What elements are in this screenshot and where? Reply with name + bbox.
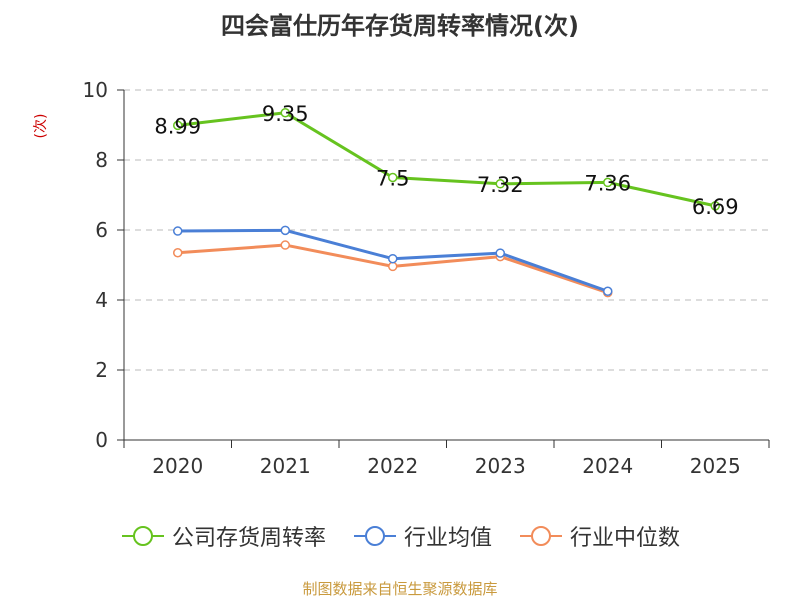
legend-item-industry-median[interactable]: 行业中位数 [518,520,680,552]
legend-item-company[interactable]: 公司存货周转率 [120,520,326,552]
series-1-point-2021 [280,225,290,236]
x-tick-label-2021: 2021 [260,454,311,478]
data-label-2025: 6.69 [692,195,739,219]
legend: 公司存货周转率 行业均值 行业中位数 [0,520,800,552]
x-tick-label-2022: 2022 [367,454,418,478]
legend-marker-company [121,526,164,546]
chart-title: 四会富仕历年存货周转率情况(次) [221,12,579,40]
series-1-point-2023 [495,248,505,258]
y-tick-label-2: 2 [95,358,108,382]
data-label-2024: 7.36 [584,171,631,195]
series-2-point-2022 [388,261,398,272]
legend-marker-industry-avg [353,526,396,546]
y-tick-label-6: 6 [95,218,108,242]
legend-marker-industry-median [520,526,562,546]
source-footer: 制图数据来自恒生聚源数据库 [302,580,498,598]
y-tick-label-8: 8 [95,148,108,172]
series-1-point-2020 [173,226,183,236]
legend-label-industry-median: 行业中位数 [570,526,681,551]
y-tick-label-4: 4 [95,288,108,312]
series-1-point-2024 [603,286,613,296]
series-2-point-2020 [173,248,183,258]
x-tick-label-2020: 2020 [152,454,203,478]
series-0-point-2022 [388,172,398,183]
series-0-point-2024 [603,177,613,188]
x-tick-label-2025: 2025 [690,454,741,478]
y-tick-label-10: 10 [83,78,108,102]
series-line-0 [177,111,716,208]
legend-item-industry-avg[interactable]: 行业均值 [352,520,492,552]
legend-label-company: 公司存货周转率 [171,526,326,551]
data-label-2020: 8.99 [154,114,201,138]
x-tick-label-2023: 2023 [475,454,526,478]
series-1-point-2022 [388,253,398,264]
series-0-point-2025 [710,201,720,211]
series-0-point-2021 [280,108,290,118]
data-label-2023: 7.32 [477,173,524,197]
series-2-point-2021 [280,240,290,250]
y-tick-label-0: 0 [95,428,108,452]
data-label-2021: 9.35 [262,102,309,126]
series-0-point-2023 [495,179,505,189]
data-label-2022: 7.5 [376,167,409,191]
legend-label-industry-avg: 行业均值 [403,526,492,551]
x-tick-label-2024: 2024 [582,454,633,478]
series-0-point-2020 [173,120,183,131]
